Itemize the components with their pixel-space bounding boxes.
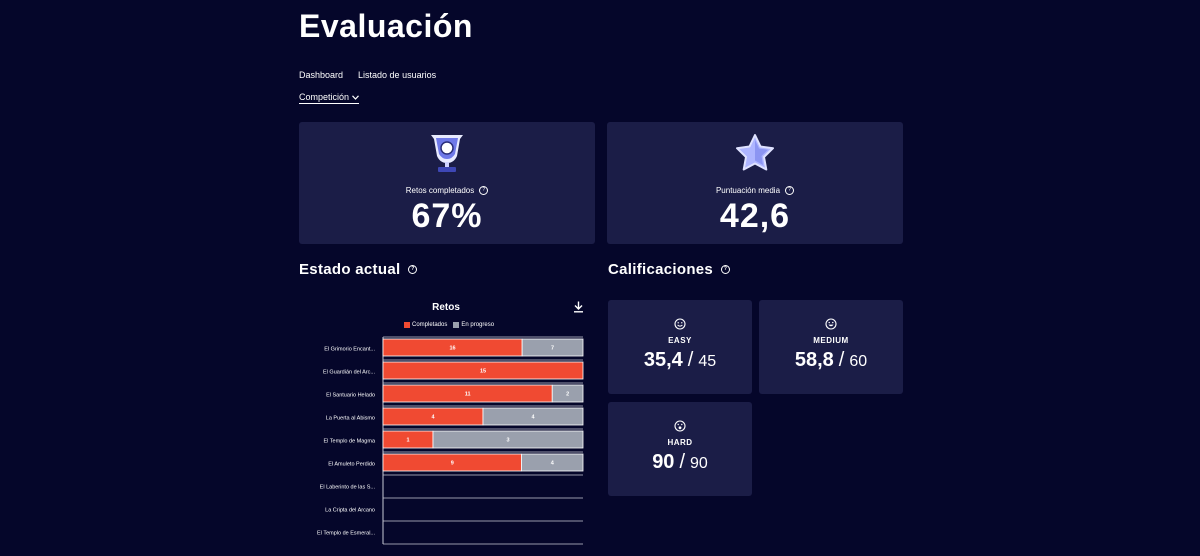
- grade-score: 58,8: [794, 349, 834, 371]
- bar-value-label: 16: [450, 346, 456, 352]
- bar-value-label: 11: [465, 392, 471, 398]
- help-icon[interactable]: ?: [785, 186, 795, 195]
- nav-dashboard[interactable]: Dashboard: [299, 70, 344, 80]
- category-label: El Templo de Esmeral...: [317, 531, 375, 537]
- grade-max: 45: [698, 353, 717, 370]
- category-label: El Templo de Magma: [323, 439, 376, 445]
- legend-in-progress[interactable]: En progreso: [453, 322, 494, 328]
- stat-label: Puntuación media: [715, 186, 781, 195]
- grin-icon: [825, 318, 837, 330]
- grade-card-medium: MEDIUM 58,8 / 60: [759, 300, 903, 394]
- category-label: El Guardián del Arc...: [323, 370, 375, 376]
- bar-value-label: 7: [551, 346, 554, 352]
- grade-card-easy: EASY 35,4 / 45: [608, 300, 752, 394]
- grade-separator: /: [679, 451, 685, 473]
- grade-score: 35,4: [643, 349, 683, 371]
- bar-segment[interactable]: [551, 384, 584, 403]
- legend-completed[interactable]: Completados: [404, 322, 447, 328]
- nav-user-list[interactable]: Listado de usuarios: [358, 70, 437, 80]
- stat-value: 42,6: [719, 197, 791, 235]
- stat-value: 67%: [411, 197, 483, 235]
- help-icon[interactable]: ?: [721, 265, 731, 274]
- top-nav: Dashboard Listado de usuarios: [299, 70, 436, 80]
- bar-segment[interactable]: [521, 338, 584, 357]
- bar-value-label: 3: [506, 438, 509, 444]
- challenges-bar-chart: El Grimorio Encant... 16 7 El Guardián del …: [317, 336, 584, 545]
- help-icon[interactable]: ?: [479, 186, 489, 195]
- grade-level: HARD: [667, 438, 693, 447]
- grades-section-title: Calificaciones ?: [608, 261, 731, 278]
- help-icon[interactable]: ?: [408, 265, 418, 274]
- grade-score: 90: [652, 451, 675, 473]
- legend-swatch: [453, 322, 460, 328]
- bar-segment[interactable]: [432, 430, 584, 449]
- bar-value-label: 4: [431, 415, 435, 421]
- category-label: La Cripta del Arcano: [325, 508, 375, 514]
- stat-label: Retos completados: [405, 186, 475, 195]
- chart-legend: Completados En progreso: [404, 322, 494, 328]
- competition-dropdown[interactable]: Competición: [299, 92, 360, 104]
- category-label: El Grimorio Encant...: [324, 347, 375, 353]
- grade-separator: /: [687, 349, 694, 371]
- bar-value-label: 4: [551, 461, 555, 467]
- bar-value-label: 1: [406, 438, 409, 444]
- category-label: El Laberinto de las S...: [320, 485, 376, 491]
- chevron-down-icon: [352, 94, 359, 100]
- category-label: La Puerta al Abismo: [326, 416, 375, 422]
- bar-segment[interactable]: [382, 361, 584, 380]
- grade-level: EASY: [668, 336, 692, 345]
- stat-card-average: Puntuación media ? 42,6: [607, 122, 903, 244]
- surprised-icon: [674, 420, 686, 432]
- category-label: El Santuario Helado: [326, 393, 375, 399]
- dropdown-selected: Competición: [299, 92, 350, 102]
- chart-title: Retos: [432, 302, 460, 313]
- bar-segment[interactable]: [521, 453, 584, 472]
- bar-value-label: 15: [480, 369, 486, 375]
- status-section-title: Estado actual ?: [299, 261, 418, 278]
- page-title: Evaluación: [299, 8, 473, 44]
- bar-segment[interactable]: [482, 407, 584, 426]
- grade-separator: /: [838, 349, 845, 371]
- trophy-icon: [431, 135, 463, 172]
- download-icon[interactable]: [573, 301, 584, 313]
- legend-swatch: [404, 322, 410, 328]
- category-label: El Amuleto Perdido: [328, 462, 375, 468]
- bar-value-label: 9: [451, 461, 454, 467]
- smile-icon: [674, 318, 686, 330]
- grade-max: 60: [849, 353, 868, 370]
- star-icon: [736, 134, 774, 171]
- bar-value-label: 4: [531, 415, 535, 421]
- grade-max: 90: [690, 455, 708, 472]
- grade-level: MEDIUM: [813, 336, 849, 345]
- grade-card-hard: HARD 90 / 90: [608, 402, 752, 496]
- bar-value-label: 2: [566, 392, 569, 398]
- stat-card-completed: Retos completados ? 67%: [299, 122, 595, 244]
